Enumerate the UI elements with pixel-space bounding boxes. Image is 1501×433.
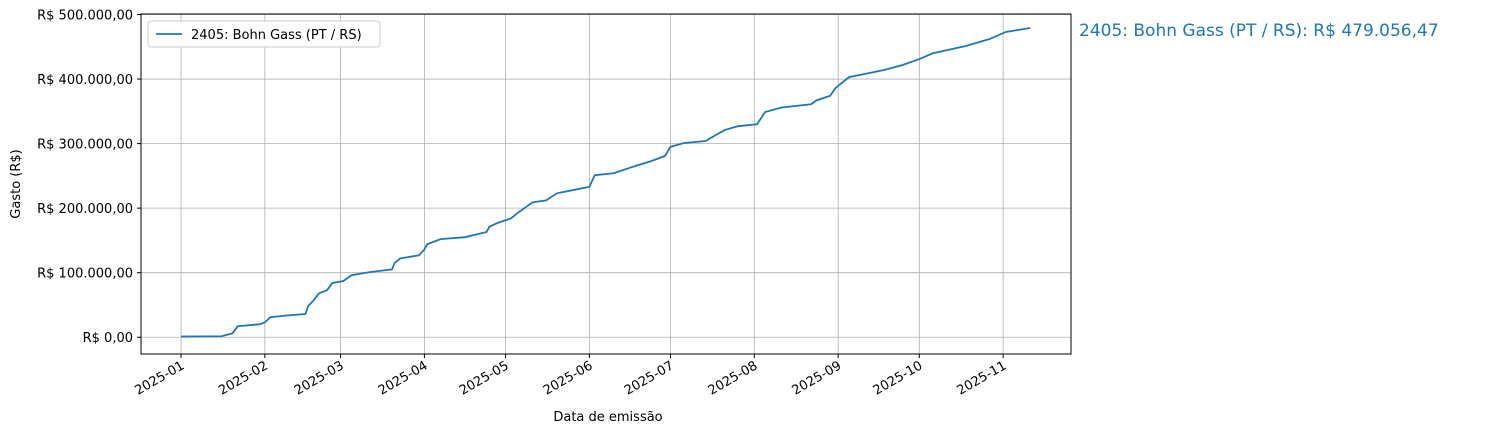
y-tick-label: R$ 500.000,00	[37, 9, 133, 24]
x-tick-label: 2025-08	[706, 358, 761, 398]
y-tick-label: R$ 0,00	[83, 331, 133, 346]
x-tick-label: 2025-03	[292, 358, 347, 398]
x-tick-label: 2025-05	[457, 358, 512, 398]
x-axis-label: Data de emissão	[553, 410, 662, 425]
x-tick-label: 2025-04	[376, 358, 431, 398]
x-tick-label: 2025-11	[955, 358, 1010, 398]
x-tick-label: 2025-01	[132, 358, 187, 398]
x-tick-label: 2025-09	[790, 358, 845, 398]
annotation: 2405: Bohn Gass (PT / RS): R$ 479.056,47	[1079, 21, 1439, 41]
x-tick-label: 2025-07	[622, 358, 677, 398]
y-tick-label: R$ 100.000,00	[37, 267, 133, 282]
y-axis-label: Gasto (R$)	[9, 149, 24, 218]
plot-frame	[140, 13, 1072, 355]
y-tick-label: R$ 400.000,00	[37, 73, 133, 88]
x-tick-label: 2025-06	[541, 358, 596, 398]
x-tick-label: 2025-02	[216, 358, 271, 398]
y-tick-label: R$ 300.000,00	[37, 138, 133, 153]
x-tick-label: 2025-10	[871, 358, 926, 398]
line	[181, 27, 1031, 338]
y-tick-label: R$ 200.000,00	[37, 202, 133, 217]
legend-box	[147, 20, 381, 48]
legend-label: 2405: Bohn Gass (PT / RS)	[191, 28, 362, 43]
